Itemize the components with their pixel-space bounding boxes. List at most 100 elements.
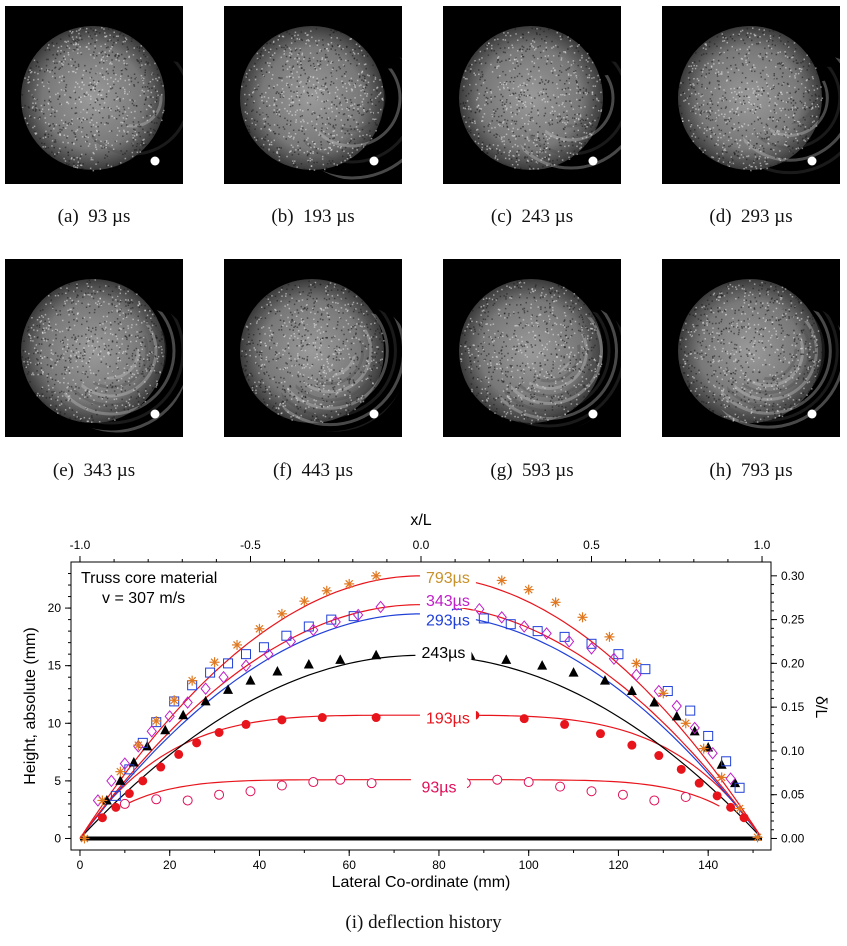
data-point <box>739 813 749 823</box>
data-point <box>169 695 180 706</box>
curve-label-bg <box>419 567 476 585</box>
curve-label-93µs: 93µs <box>421 780 456 797</box>
curve-label-343µs: 343µs <box>426 593 470 610</box>
data-point <box>128 756 139 767</box>
data-point <box>335 654 346 664</box>
data-point <box>214 789 225 800</box>
reflection-spot <box>807 156 817 166</box>
data-point <box>205 667 216 678</box>
data-point <box>519 620 530 633</box>
y-axis-title: Height, absolute (mm) <box>22 627 39 784</box>
x2-axis-title: x/L <box>410 512 431 529</box>
data-point <box>689 725 700 736</box>
data-point <box>160 724 171 735</box>
caption-f: (f) 443 µs <box>272 460 354 481</box>
fit-curve-293µs <box>79 613 761 839</box>
data-point <box>200 695 211 706</box>
data-point <box>492 774 503 785</box>
data-point <box>138 776 148 786</box>
reflection-spot <box>807 409 817 419</box>
interferogram-image <box>662 6 840 184</box>
data-point <box>627 740 637 750</box>
data-point <box>555 781 566 792</box>
interferogram-image <box>443 6 621 184</box>
x2-tick-label: 0.5 <box>583 538 600 552</box>
data-point <box>689 721 700 735</box>
data-point <box>174 749 184 759</box>
data-point <box>712 791 722 801</box>
data-point <box>474 602 485 616</box>
chart-axes: 0 20 40 60 80 100 120 140 0 5 10 15 20 -1.0 -0.5 0.0 0.5… <box>48 538 805 872</box>
reflection-spot <box>369 409 379 419</box>
data-point <box>586 642 597 655</box>
annotation-material: Truss core material <box>81 570 217 587</box>
reflection-spot <box>588 409 598 419</box>
data-point <box>245 786 256 797</box>
frame-f <box>224 259 402 437</box>
data-point <box>505 619 516 630</box>
x-tick-label: 60 <box>343 858 357 872</box>
x2-tick-label: 1.0 <box>754 538 771 552</box>
x2-tick-label: -1.0 <box>70 538 91 552</box>
data-point <box>164 710 175 723</box>
data-point <box>523 584 534 595</box>
data-point <box>371 649 382 660</box>
interferogram-image <box>443 259 621 437</box>
frame-c <box>443 6 621 184</box>
data-point <box>214 727 224 737</box>
data-point <box>317 713 327 723</box>
x-tick-label: 100 <box>519 858 539 872</box>
data-point <box>308 777 319 788</box>
data-point <box>716 772 727 783</box>
data-point <box>326 614 337 625</box>
frame-b <box>224 6 402 184</box>
data-point <box>115 766 126 777</box>
data-point <box>532 626 543 637</box>
frame-g <box>443 259 621 437</box>
data-point <box>725 772 736 785</box>
data-point <box>721 756 732 767</box>
y-tick-label: 0 <box>54 831 61 845</box>
data-point <box>182 696 193 709</box>
data-point <box>263 647 274 661</box>
y-tick-label: 15 <box>48 659 62 673</box>
data-point <box>299 596 310 607</box>
data-point <box>550 597 561 608</box>
curve-label-293µs: 293µs <box>426 613 470 630</box>
data-point <box>653 684 664 698</box>
y-tick-label: 20 <box>48 601 62 615</box>
data-point <box>97 813 107 823</box>
x-tick-label: 0 <box>77 858 84 872</box>
data-point <box>676 764 686 774</box>
data-point <box>321 585 332 596</box>
x2-tick-label: -0.5 <box>240 538 261 552</box>
x-tick-label: 140 <box>698 858 718 872</box>
data-point <box>303 621 314 632</box>
curve-label-bg <box>419 610 476 628</box>
data-point <box>599 675 610 685</box>
data-point <box>366 778 377 789</box>
x-tick-label: 80 <box>432 858 446 872</box>
data-point <box>335 774 346 785</box>
data-point <box>156 762 166 772</box>
data-point <box>272 665 283 676</box>
data-point <box>353 608 364 622</box>
caption-d: (d) 293 µs <box>709 206 793 227</box>
data-point <box>658 688 669 699</box>
curve-label-243µs: 243µs <box>421 645 465 662</box>
data-point <box>680 792 691 803</box>
x-axis-title: Lateral Co-ordinate (mm) <box>332 874 511 891</box>
data-point <box>698 743 709 754</box>
data-point <box>308 623 319 637</box>
fit-curve-793µs <box>79 575 761 839</box>
reflection-spot <box>150 409 160 419</box>
data-point <box>649 697 660 707</box>
data-point <box>752 832 763 843</box>
data-point <box>608 652 620 666</box>
x-tick-label: 40 <box>253 858 267 872</box>
y2-tick-label: 0.05 <box>781 788 805 802</box>
data-point <box>241 719 251 729</box>
frame-h <box>662 259 840 437</box>
data-point <box>344 578 355 589</box>
reflection-spot <box>369 156 379 166</box>
